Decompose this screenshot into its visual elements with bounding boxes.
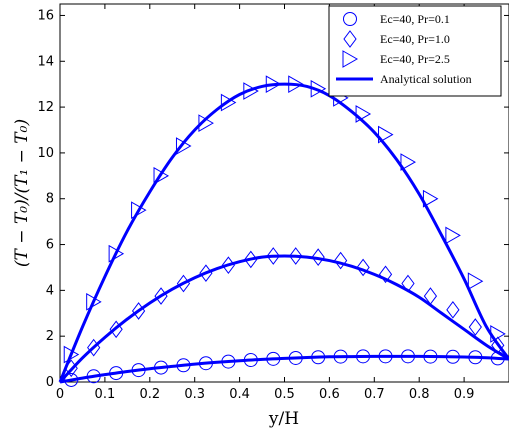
triangle-marker	[86, 292, 102, 311]
y-tick-label: 4	[46, 283, 54, 298]
circle-marker	[266, 351, 281, 366]
circle-marker	[468, 350, 483, 365]
circle-marker	[176, 358, 191, 373]
triangle-marker	[490, 325, 506, 343]
legend-label-series-3: Ec=40, Pr=2.5	[380, 52, 450, 66]
circle-marker	[423, 349, 438, 364]
data-markers	[63, 75, 506, 387]
y-tick-label: 14	[37, 54, 54, 69]
circle-marker	[311, 350, 326, 365]
legend: Ec=40, Pr=0.1 Ec=40, Pr=1.0 Ec=40, Pr=2.…	[328, 5, 502, 97]
diamond-marker	[131, 302, 146, 320]
circle-marker	[243, 353, 258, 368]
triangle-marker	[355, 105, 372, 123]
diamond-marker	[221, 256, 235, 274]
circle-marker	[198, 356, 213, 371]
legend-label-series-2: Ec=40, Pr=1.0	[380, 32, 450, 46]
triangle-marker	[153, 166, 170, 185]
y-axis-title: (T − T₀)/(T₁ − T₀)	[12, 119, 32, 267]
diamond-marker	[266, 247, 280, 265]
y-tick-label: 16	[37, 8, 54, 23]
diamond-marker	[109, 320, 123, 339]
diamond-marker	[334, 251, 348, 270]
triangle-marker	[288, 75, 304, 94]
triangle-marker	[108, 244, 125, 263]
y-tick-label: 12	[37, 100, 54, 115]
triangle-marker	[378, 125, 394, 144]
circle-marker	[378, 349, 393, 364]
triangle-marker	[131, 201, 147, 220]
circle-marker	[86, 369, 101, 384]
circle-marker	[445, 349, 460, 364]
legend-label-analytical: Analytical solution	[380, 72, 472, 86]
diamond-marker	[244, 250, 258, 269]
diamond-marker	[176, 274, 191, 293]
legend-label-series-1: Ec=40, Pr=0.1	[380, 12, 450, 26]
diamond-marker	[154, 287, 168, 305]
y-tick-label: 10	[37, 146, 54, 161]
circle-marker	[356, 349, 371, 364]
circle-marker	[288, 350, 303, 365]
triangle-marker	[243, 82, 259, 100]
triangle-marker	[175, 137, 192, 155]
diamond-marker	[87, 338, 101, 357]
diamond-marker	[356, 258, 370, 277]
triangle-marker	[63, 345, 80, 364]
legend-box	[328, 5, 502, 97]
x-tick-label: 0.8	[409, 387, 430, 402]
legend-marker-triangle	[342, 50, 359, 68]
circle-marker	[64, 372, 79, 387]
triangle-marker	[467, 272, 484, 291]
circle-marker	[221, 354, 236, 369]
x-tick-label: 0.5	[274, 387, 295, 402]
analytical-line	[59, 354, 509, 384]
legend-marker-diamond	[343, 30, 357, 48]
y-tick-label: 2	[46, 329, 54, 344]
analytical-line	[58, 254, 509, 384]
x-tick-label: 0.6	[319, 387, 340, 402]
circle-marker	[131, 363, 146, 378]
circle-marker	[400, 349, 415, 364]
legend-marker-circle	[343, 12, 357, 26]
circle-marker	[109, 366, 124, 381]
circle-marker	[154, 360, 169, 375]
x-tick-label: 0.3	[184, 387, 205, 402]
analytical-curves	[58, 82, 509, 384]
y-axis-ticks: 0 2 4 6 8 10 12 14 16	[37, 8, 509, 390]
diamond-marker	[289, 247, 303, 265]
diamond-marker	[446, 301, 460, 319]
triangle-marker	[422, 189, 439, 208]
y-tick-label: 0	[46, 375, 54, 390]
diamond-marker	[491, 336, 505, 355]
x-tick-label: 0.1	[95, 387, 116, 402]
diamond-marker	[378, 265, 393, 284]
analytical-line	[58, 82, 509, 383]
x-tick-label: 0.7	[364, 387, 385, 402]
triangle-marker	[310, 79, 327, 98]
x-axis-ticks: 0 0.1 0.2 0.3 0.4 0.5 0.6 0.7 0.8 0.9	[56, 4, 475, 402]
x-tick-label: 0	[56, 387, 64, 402]
diamond-marker	[423, 287, 438, 305]
diamond-marker	[468, 318, 482, 336]
circle-marker	[333, 349, 348, 364]
y-tick-label: 6	[46, 238, 54, 253]
triangle-marker	[198, 114, 214, 132]
x-tick-label: 0.4	[229, 387, 250, 402]
diamond-marker	[311, 248, 325, 266]
circle-marker	[490, 351, 505, 366]
x-tick-label: 0.9	[454, 387, 475, 402]
diamond-marker	[64, 359, 78, 378]
triangle-marker	[220, 93, 237, 112]
y-tick-label: 8	[46, 192, 54, 207]
x-axis-title: y/H	[268, 409, 299, 429]
triangle-marker	[400, 153, 416, 171]
triangle-marker	[265, 75, 282, 94]
triangle-marker	[445, 226, 461, 245]
diamond-marker	[401, 274, 415, 293]
x-tick-label: 0.2	[139, 387, 160, 402]
diamond-marker	[199, 264, 213, 283]
